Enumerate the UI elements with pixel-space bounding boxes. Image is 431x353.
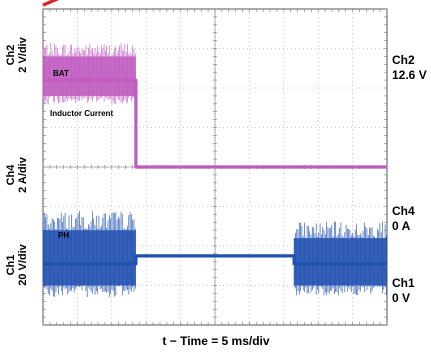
ch2-marker-name: Ch2 [392, 53, 415, 67]
ch2-name-label: Ch2 [5, 45, 17, 66]
ph-noise-spikes [42, 211, 136, 297]
ch2-scale-label: 2 V/div [17, 36, 29, 72]
ch4-marker-value: 0 A [392, 219, 411, 233]
inductor-current-noise-spikes [42, 42, 136, 105]
ch1-name-label: Ch1 [5, 255, 17, 276]
inductor-trace-label: Inductor Current [50, 109, 113, 118]
ph-trace-label: PH [58, 231, 69, 240]
ch1-scale-label: 20 V/div [17, 243, 29, 285]
x-axis-label: t − Time = 5 ms/div [162, 334, 269, 348]
trace-layer [42, 0, 387, 297]
inductor-current-trace [43, 78, 387, 169]
ch1-marker-value: 0 V [392, 291, 410, 305]
ph-trace [43, 254, 387, 266]
ch4-name-label: Ch4 [5, 164, 17, 186]
ph-noise-band [43, 230, 136, 286]
ch1-marker-name: Ch1 [392, 276, 415, 290]
ch4-marker-name: Ch4 [392, 204, 415, 218]
ch4-scale-label: 2 A/div [17, 156, 29, 193]
ch2-marker-value: 12.6 V [392, 68, 427, 82]
bat-trace [42, 0, 60, 7]
bat-trace-label: BAT [53, 69, 69, 78]
